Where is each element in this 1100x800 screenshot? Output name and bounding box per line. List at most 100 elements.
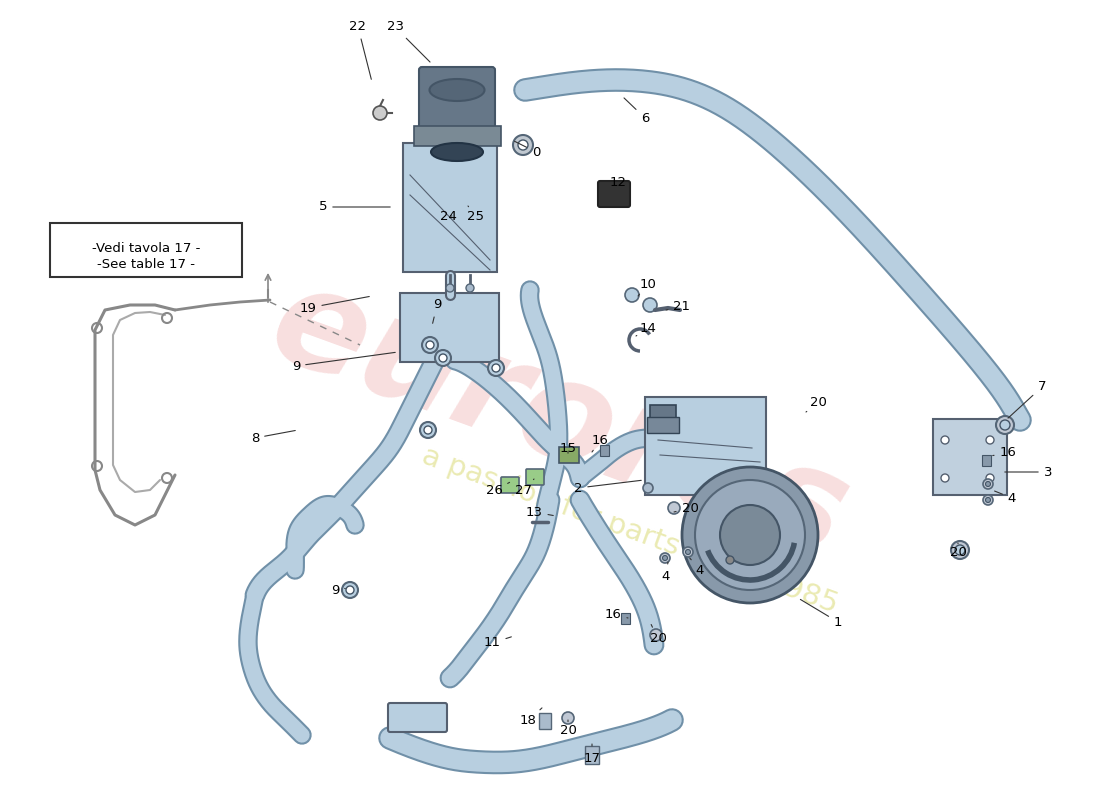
Circle shape bbox=[650, 629, 662, 641]
Text: 27: 27 bbox=[516, 479, 534, 498]
Text: 16: 16 bbox=[992, 446, 1016, 459]
FancyBboxPatch shape bbox=[414, 126, 501, 146]
Circle shape bbox=[492, 364, 500, 372]
FancyBboxPatch shape bbox=[598, 181, 630, 207]
Circle shape bbox=[683, 547, 693, 557]
Circle shape bbox=[983, 495, 993, 505]
Circle shape bbox=[695, 480, 805, 590]
Text: 20: 20 bbox=[806, 397, 826, 412]
Circle shape bbox=[952, 541, 969, 559]
Ellipse shape bbox=[429, 79, 484, 101]
Text: 25: 25 bbox=[468, 206, 484, 222]
FancyBboxPatch shape bbox=[585, 746, 600, 764]
Circle shape bbox=[466, 284, 474, 292]
Text: 1: 1 bbox=[801, 599, 843, 629]
Circle shape bbox=[644, 483, 653, 493]
Circle shape bbox=[518, 140, 528, 150]
Circle shape bbox=[685, 550, 691, 554]
Circle shape bbox=[720, 505, 780, 565]
Circle shape bbox=[373, 106, 387, 120]
Circle shape bbox=[1000, 420, 1010, 430]
Text: 0: 0 bbox=[515, 142, 540, 158]
Circle shape bbox=[986, 482, 990, 486]
Circle shape bbox=[342, 582, 358, 598]
Text: 9: 9 bbox=[292, 352, 395, 373]
Circle shape bbox=[513, 135, 534, 155]
Circle shape bbox=[668, 502, 680, 514]
Circle shape bbox=[446, 284, 454, 292]
FancyBboxPatch shape bbox=[933, 419, 1006, 495]
Text: 9: 9 bbox=[331, 583, 345, 597]
Circle shape bbox=[424, 426, 432, 434]
Text: 5: 5 bbox=[319, 201, 390, 214]
Text: 19: 19 bbox=[299, 297, 370, 314]
Text: 20: 20 bbox=[650, 625, 667, 646]
Circle shape bbox=[439, 354, 447, 362]
FancyBboxPatch shape bbox=[526, 469, 544, 485]
Text: 13: 13 bbox=[526, 506, 553, 518]
Circle shape bbox=[420, 422, 436, 438]
Circle shape bbox=[644, 298, 657, 312]
Circle shape bbox=[940, 474, 949, 482]
Circle shape bbox=[562, 712, 574, 724]
Text: 7: 7 bbox=[1008, 381, 1046, 418]
Text: 4: 4 bbox=[994, 491, 1016, 505]
Text: 18: 18 bbox=[519, 708, 542, 727]
Text: 14: 14 bbox=[636, 322, 657, 336]
Text: -Vedi tavola 17 -: -Vedi tavola 17 - bbox=[91, 242, 200, 254]
Text: 4: 4 bbox=[662, 562, 670, 582]
FancyBboxPatch shape bbox=[620, 613, 629, 623]
FancyBboxPatch shape bbox=[400, 293, 499, 362]
Circle shape bbox=[434, 350, 451, 366]
FancyBboxPatch shape bbox=[981, 454, 990, 466]
Text: 2: 2 bbox=[574, 480, 641, 494]
Text: 12: 12 bbox=[603, 177, 627, 194]
Text: 20: 20 bbox=[674, 502, 698, 514]
Text: 16: 16 bbox=[592, 434, 608, 452]
Circle shape bbox=[726, 556, 734, 564]
Text: 3: 3 bbox=[1004, 466, 1053, 478]
FancyBboxPatch shape bbox=[419, 67, 495, 138]
Text: 21: 21 bbox=[666, 301, 691, 314]
Circle shape bbox=[625, 288, 639, 302]
FancyBboxPatch shape bbox=[403, 143, 497, 272]
Ellipse shape bbox=[431, 143, 483, 161]
Circle shape bbox=[983, 479, 993, 489]
FancyBboxPatch shape bbox=[539, 713, 551, 729]
Text: 8: 8 bbox=[251, 430, 295, 445]
Circle shape bbox=[682, 467, 818, 603]
Text: 15: 15 bbox=[560, 442, 576, 455]
FancyBboxPatch shape bbox=[50, 223, 242, 277]
Text: 26: 26 bbox=[485, 482, 509, 498]
Circle shape bbox=[996, 416, 1014, 434]
Text: 16: 16 bbox=[605, 607, 628, 621]
Circle shape bbox=[955, 545, 965, 555]
Text: eurores: eurores bbox=[254, 254, 866, 586]
Circle shape bbox=[346, 586, 354, 594]
Text: a passion for parts since 1985: a passion for parts since 1985 bbox=[418, 442, 842, 618]
Text: 20: 20 bbox=[560, 720, 576, 738]
Text: 17: 17 bbox=[583, 744, 601, 765]
Text: 4: 4 bbox=[690, 558, 704, 577]
Text: 23: 23 bbox=[386, 21, 430, 62]
FancyBboxPatch shape bbox=[559, 447, 579, 463]
Circle shape bbox=[986, 436, 994, 444]
Text: 20: 20 bbox=[949, 543, 967, 559]
Text: 22: 22 bbox=[350, 21, 372, 79]
Text: 10: 10 bbox=[638, 278, 657, 296]
FancyBboxPatch shape bbox=[647, 417, 679, 433]
FancyBboxPatch shape bbox=[650, 405, 676, 427]
Text: -See table 17 -: -See table 17 - bbox=[97, 258, 195, 271]
Circle shape bbox=[986, 498, 990, 502]
FancyBboxPatch shape bbox=[600, 445, 608, 455]
Circle shape bbox=[940, 436, 949, 444]
Circle shape bbox=[488, 360, 504, 376]
Circle shape bbox=[660, 553, 670, 563]
Circle shape bbox=[986, 474, 994, 482]
Text: 9: 9 bbox=[432, 298, 441, 323]
Circle shape bbox=[422, 337, 438, 353]
Circle shape bbox=[426, 341, 434, 349]
Circle shape bbox=[662, 555, 668, 561]
Text: 24: 24 bbox=[440, 210, 456, 222]
FancyBboxPatch shape bbox=[645, 397, 766, 495]
